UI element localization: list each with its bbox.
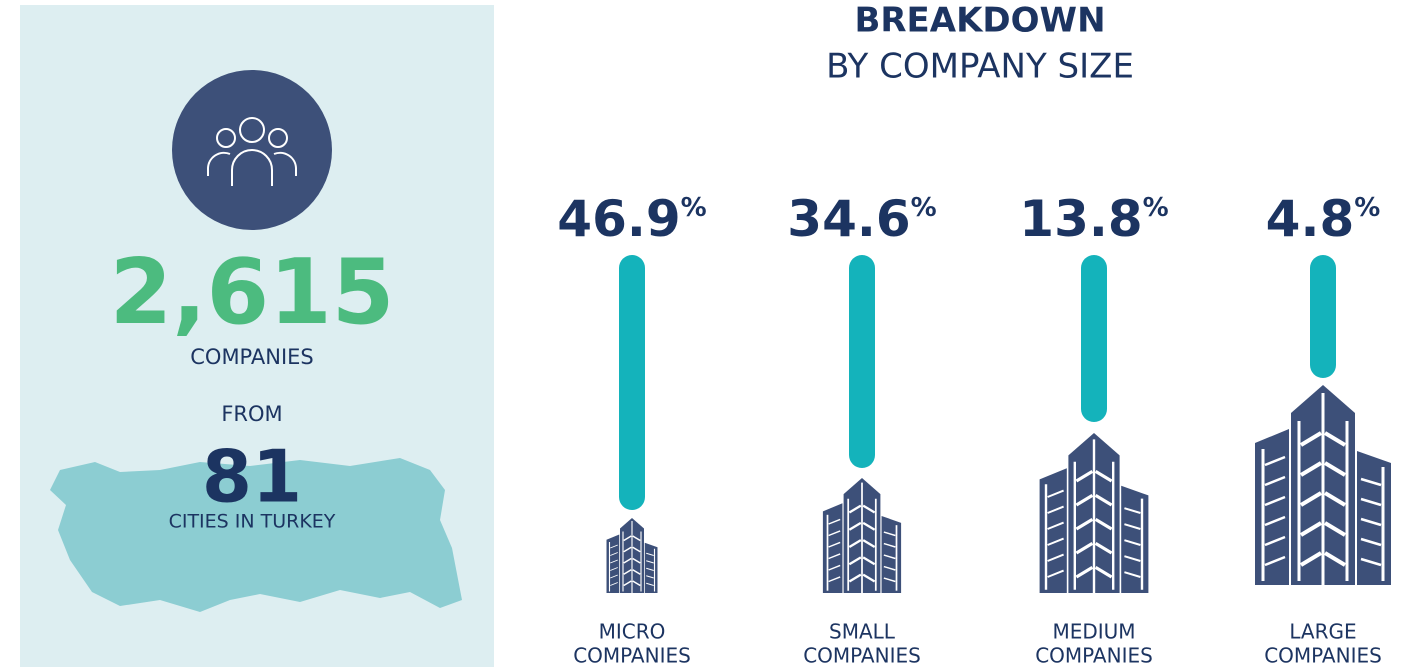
breakdown-title: BREAKDOWN <box>854 1 1105 41</box>
size-label: COMPANIES <box>803 644 921 667</box>
turkey-map <box>50 458 462 612</box>
building-icon <box>1255 385 1391 585</box>
percent-unit: % <box>911 193 937 223</box>
percent-value: 46.9 <box>557 190 680 248</box>
percent-value: 4.8 <box>1266 190 1355 248</box>
city-count-label: CITIES IN TURKEY <box>169 511 336 533</box>
size-label: MICRO <box>599 620 666 644</box>
size-bar <box>619 255 645 510</box>
percent-value: 13.8 <box>1019 190 1142 248</box>
building-icon <box>821 478 903 593</box>
size-label: LARGE <box>1289 620 1356 644</box>
size-bar <box>1081 255 1107 422</box>
size-percent: 34.6% <box>787 190 936 248</box>
size-percent: 4.8% <box>1266 190 1381 248</box>
company-count: 2,615 <box>110 240 395 345</box>
size-columns: 46.9%MICROCOMPANIES34.6%SMALLCOMPANIES13… <box>557 190 1391 667</box>
building-icon <box>1037 433 1151 593</box>
building-icon <box>605 518 659 593</box>
percent-value: 34.6 <box>787 190 910 248</box>
size-label: SMALL <box>829 620 896 644</box>
breakdown-subtitle: BY COMPANY SIZE <box>826 47 1134 87</box>
size-label: COMPANIES <box>1264 644 1382 667</box>
company-count-label: COMPANIES <box>190 345 314 369</box>
size-percent: 13.8% <box>1019 190 1168 248</box>
people-icon <box>207 117 297 186</box>
size-label: COMPANIES <box>573 644 691 667</box>
percent-unit: % <box>1354 193 1380 223</box>
size-percent: 46.9% <box>557 190 706 248</box>
size-bar <box>849 255 875 468</box>
size-bar <box>1310 255 1336 378</box>
percent-unit: % <box>681 193 707 223</box>
percent-unit: % <box>1143 193 1169 223</box>
size-label: MEDIUM <box>1052 620 1135 644</box>
city-count: 81 <box>202 435 302 519</box>
from-label: FROM <box>221 402 282 426</box>
size-label: COMPANIES <box>1035 644 1153 667</box>
